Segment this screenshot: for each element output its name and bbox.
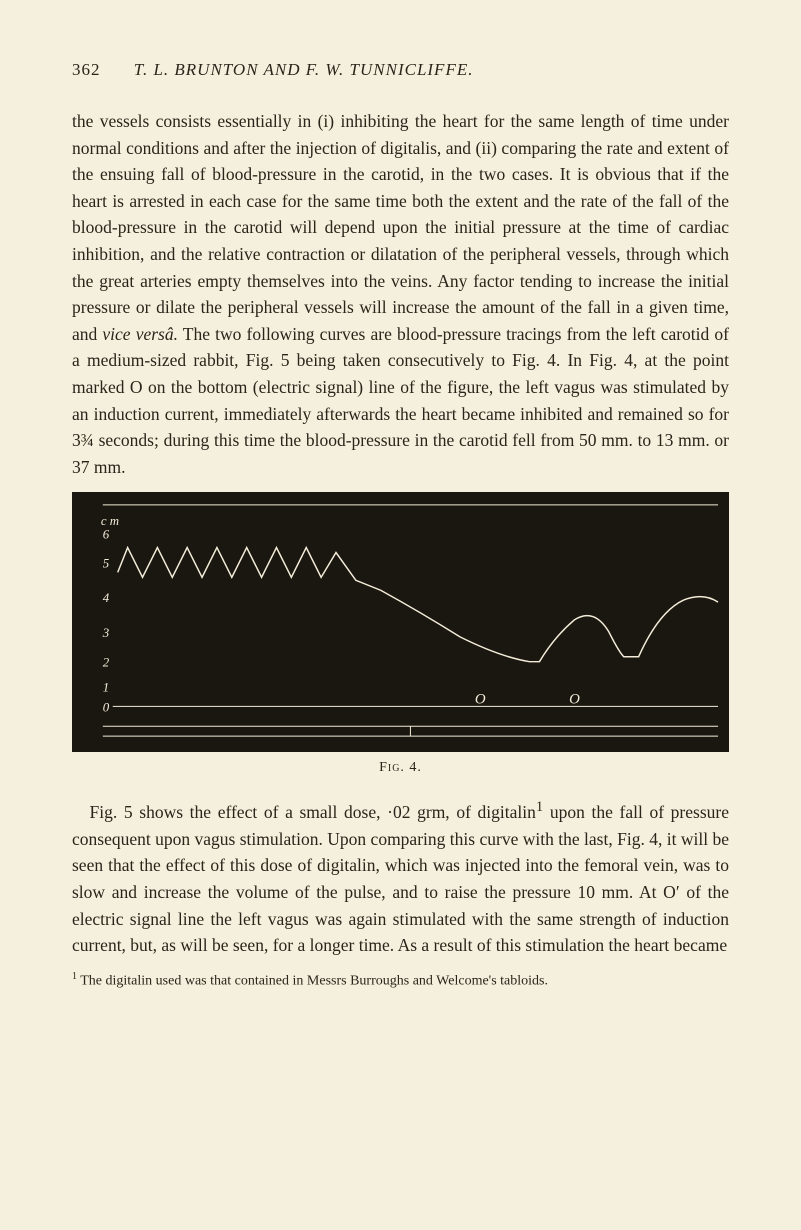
figure-4-svg: c m 6 5 4 3 2 1 0 O O [73, 493, 728, 751]
fig-ytick-2: 2 [103, 656, 110, 670]
paragraph-2: Fig. 5 shows the effect of a small dose,… [72, 796, 729, 958]
fig-xmark-O2: O [569, 692, 580, 708]
fig-ytick-6: 6 [103, 528, 110, 542]
figure-4-box: c m 6 5 4 3 2 1 0 O O [72, 492, 729, 752]
page-header: 362 T. L. BRUNTON AND F. W. TUNNICLIFFE. [72, 60, 729, 80]
page-number: 362 [72, 60, 101, 79]
fig-ytick-0: 0 [103, 701, 110, 715]
header-authors: T. L. BRUNTON AND F. W. TUNNICLIFFE. [134, 60, 474, 79]
para1-vice-versa: vice versâ. [102, 324, 178, 344]
para2-text-a: Fig. 5 shows the effect of a small dose,… [90, 802, 536, 822]
fig-ytick-5: 5 [103, 557, 110, 571]
fig-xmark-O1: O [475, 692, 486, 708]
fig-bg [83, 493, 718, 751]
para2-text-b: upon the fall of pressure consequent upo… [72, 802, 729, 955]
fig-ytick-4: 4 [103, 591, 110, 605]
figure-4-caption: Fig. 4. [72, 760, 729, 776]
para1-text-b: The two following curves are blood-press… [72, 324, 729, 477]
fig-label-cm: c m [101, 514, 119, 528]
fig-ytick-1: 1 [103, 681, 109, 695]
paragraph-1: the vessels consists essentially in (i) … [72, 108, 729, 480]
fig-ytick-3: 3 [102, 626, 109, 640]
footnote-text: The digitalin used was that contained in… [77, 973, 548, 988]
footnote-1: 1 The digitalin used was that contained … [72, 971, 729, 990]
para1-text-a: the vessels consists essentially in (i) … [72, 111, 729, 344]
